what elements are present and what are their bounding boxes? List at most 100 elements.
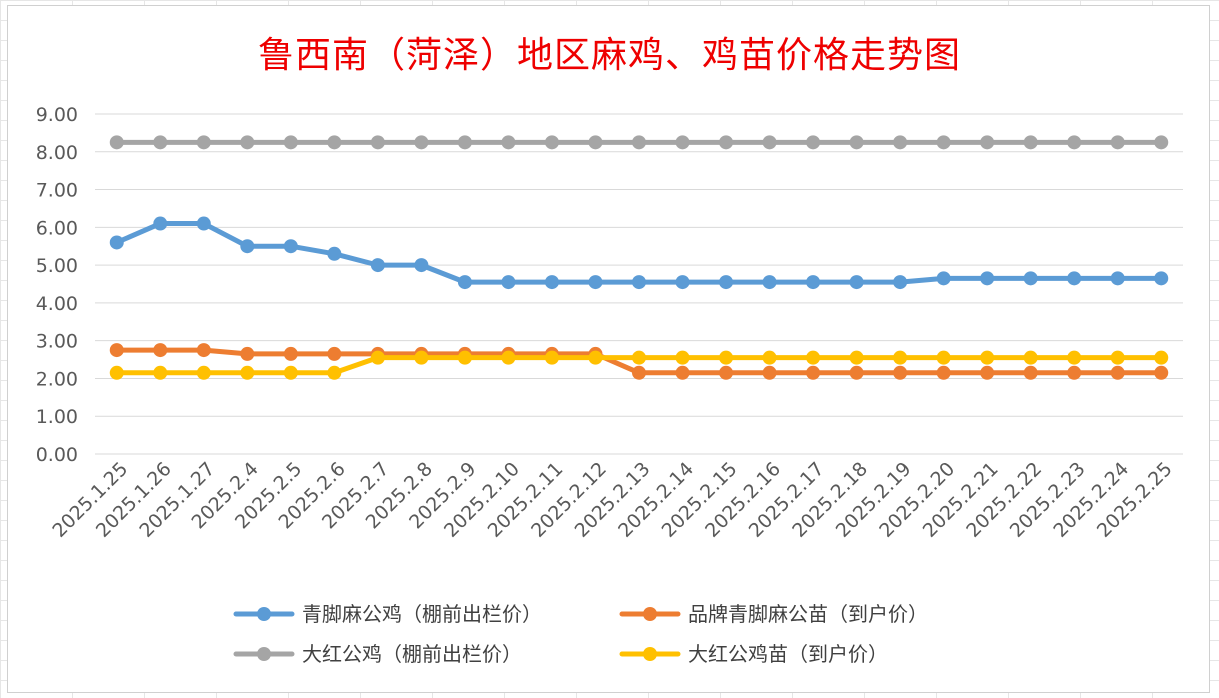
- data-point: [1110, 271, 1125, 286]
- data-point: [109, 365, 124, 380]
- data-point: [762, 350, 777, 365]
- data-point: [327, 135, 342, 150]
- data-point: [109, 135, 124, 150]
- data-point: [719, 275, 734, 290]
- data-point: [675, 365, 690, 380]
- data-point: [936, 365, 951, 380]
- data-point: [196, 365, 211, 380]
- chart-title: 鲁西南（菏泽）地区麻鸡、鸡苗价格走势图: [257, 35, 961, 76]
- data-point: [457, 350, 472, 365]
- legend-label: 品牌青脚麻公苗（到户价）: [688, 602, 928, 626]
- series-1: [109, 343, 1169, 380]
- y-tick-label: 1.00: [36, 406, 78, 428]
- data-point: [936, 271, 951, 286]
- y-tick-label: 2.00: [36, 368, 78, 390]
- data-point: [1023, 135, 1038, 150]
- data-point: [240, 239, 255, 254]
- data-point: [370, 135, 385, 150]
- y-tick-label: 9.00: [36, 104, 78, 126]
- data-point: [196, 135, 211, 150]
- data-point: [109, 235, 124, 250]
- data-point: [1154, 350, 1169, 365]
- y-tick-label: 7.00: [36, 180, 78, 202]
- data-point: [240, 346, 255, 361]
- legend-label: 青脚麻公鸡（棚前出栏价）: [302, 602, 542, 626]
- data-point: [632, 135, 646, 150]
- data-point: [762, 275, 777, 290]
- legend-swatch-marker: [257, 647, 271, 661]
- legend-label: 大红公鸡苗（到户价）: [688, 642, 888, 666]
- data-point: [980, 135, 995, 150]
- data-point: [240, 365, 255, 380]
- data-point: [849, 135, 864, 150]
- data-point: [588, 275, 603, 290]
- data-point: [1110, 350, 1125, 365]
- data-point: [806, 365, 821, 380]
- data-point: [675, 275, 690, 290]
- data-point: [762, 135, 777, 150]
- legend-swatch-marker: [643, 607, 657, 621]
- data-point: [849, 350, 864, 365]
- data-point: [719, 365, 734, 380]
- data-point: [544, 135, 559, 150]
- data-point: [980, 350, 995, 365]
- data-point: [1110, 365, 1125, 380]
- data-point: [1023, 365, 1038, 380]
- legend-item[interactable]: 大红公鸡（棚前出栏价）: [233, 642, 522, 666]
- data-point: [806, 275, 821, 290]
- data-point: [1023, 350, 1038, 365]
- y-axis-labels: 0.00 1.00 2.00 3.00 4.00 5.00 6.00 7.00 8.00 9.00: [36, 104, 78, 466]
- legend: 青脚麻公鸡（棚前出栏价） 品牌青脚麻公苗（到户价） 大红公鸡（棚前出栏价） 大红公鸡苗…: [233, 602, 928, 666]
- data-point: [806, 135, 821, 150]
- data-point: [327, 346, 342, 361]
- data-point: [1154, 365, 1169, 380]
- data-point: [936, 135, 951, 150]
- data-point: [327, 365, 342, 380]
- data-point: [1067, 135, 1082, 150]
- data-point: [632, 350, 646, 365]
- series-2: [109, 135, 1169, 150]
- legend-swatch-marker: [643, 647, 657, 661]
- data-point: [501, 135, 516, 150]
- series-lines: [109, 135, 1169, 380]
- legend-item[interactable]: 青脚麻公鸡（棚前出栏价）: [233, 602, 542, 626]
- data-point: [153, 365, 168, 380]
- series-0: [109, 216, 1169, 290]
- data-point: [893, 275, 908, 290]
- data-point: [762, 365, 777, 380]
- y-tick-label: 3.00: [36, 331, 78, 353]
- legend-swatch-marker: [257, 607, 271, 621]
- data-point: [1154, 135, 1169, 150]
- legend-item[interactable]: 大红公鸡苗（到户价）: [619, 642, 888, 666]
- x-axis-labels: 2025.1.252025.1.262025.1.272025.2.42025.…: [48, 458, 1176, 542]
- data-point: [588, 135, 603, 150]
- y-tick-label: 4.00: [36, 293, 78, 315]
- data-point: [719, 135, 734, 150]
- data-point: [501, 275, 516, 290]
- y-tick-label: 5.00: [36, 255, 78, 277]
- data-point: [1023, 271, 1038, 286]
- data-point: [370, 350, 385, 365]
- data-point: [936, 350, 951, 365]
- data-point: [414, 350, 429, 365]
- data-point: [893, 135, 908, 150]
- data-point: [1067, 365, 1082, 380]
- y-tick-label: 6.00: [36, 217, 78, 239]
- data-point: [327, 246, 342, 261]
- data-point: [457, 275, 472, 290]
- series-line: [114, 221, 1164, 285]
- legend-item[interactable]: 品牌青脚麻公苗（到户价）: [619, 602, 928, 626]
- data-point: [675, 135, 690, 150]
- data-point: [153, 216, 168, 231]
- data-point: [283, 365, 298, 380]
- data-point: [240, 135, 255, 150]
- data-point: [719, 350, 734, 365]
- data-point: [414, 135, 429, 150]
- data-point: [632, 365, 646, 380]
- y-tick-label: 8.00: [36, 142, 78, 164]
- legend-label: 大红公鸡（棚前出栏价）: [302, 642, 522, 666]
- data-point: [675, 350, 690, 365]
- data-point: [849, 275, 864, 290]
- data-point: [196, 343, 211, 358]
